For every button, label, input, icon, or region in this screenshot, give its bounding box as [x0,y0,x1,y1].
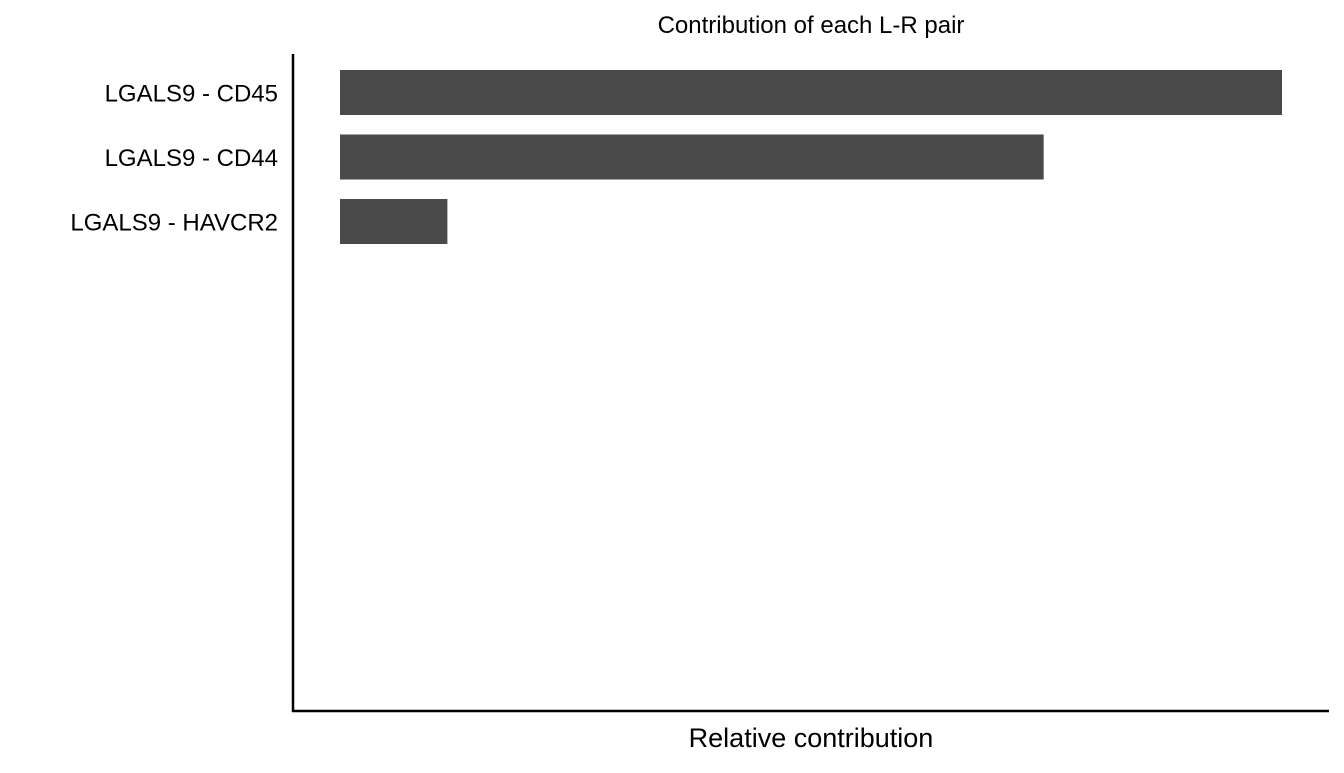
bar [340,70,1282,115]
x-axis-label: Relative contribution [689,723,934,753]
y-tick-label: LGALS9 - HAVCR2 [70,210,278,237]
bars-group [340,70,1282,244]
y-tick-label: LGALS9 - CD44 [105,145,278,172]
y-tick-label: LGALS9 - CD45 [105,81,278,108]
bar [340,134,1044,180]
y-tick-labels: LGALS9 - CD45 LGALS9 - CD44 LGALS9 - HAVCR… [70,81,278,237]
bar [340,199,448,244]
chart-title: Contribution of each L-R pair [658,12,965,39]
